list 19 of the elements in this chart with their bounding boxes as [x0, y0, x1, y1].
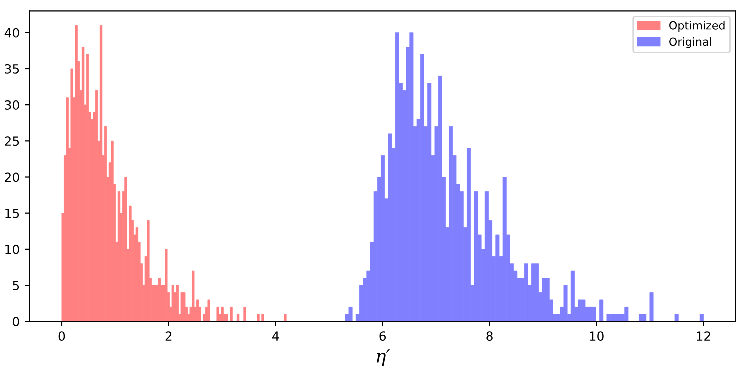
y-tick-label: 0 [13, 317, 20, 327]
x-tick-label: 4 [272, 332, 280, 341]
x-tick-label: 6 [380, 332, 386, 342]
y-tick-label: 30 [5, 100, 20, 110]
x-tick-label: 10 [590, 332, 604, 342]
y-tick-label: 20 [5, 172, 20, 182]
x-tick-label: 8 [486, 332, 493, 342]
legend-label: Original [670, 38, 712, 48]
y-tick-label: 5 [13, 281, 20, 290]
y-tick-label: 35 [5, 64, 20, 74]
y-tick-label: 25 [5, 136, 20, 146]
x-tick-label: 12 [697, 332, 710, 341]
y-tick-label: 10 [6, 244, 20, 254]
y-tick-label: 40 [4, 28, 20, 38]
y-tick-label: 15 [6, 208, 20, 218]
x-axis-title: η′ [377, 350, 390, 366]
x-tick-label: 2 [166, 332, 172, 341]
legend-label: Optimized [670, 21, 725, 32]
x-tick-label: 0 [58, 332, 66, 342]
